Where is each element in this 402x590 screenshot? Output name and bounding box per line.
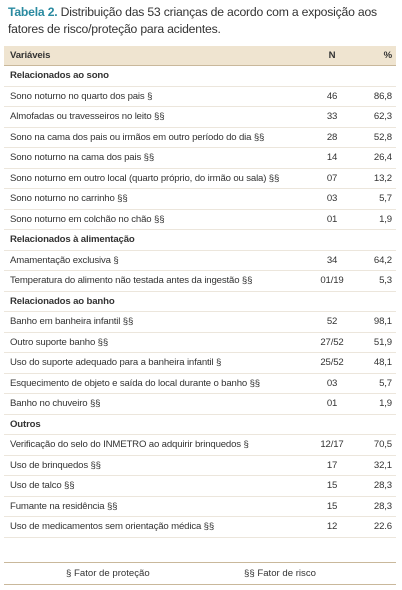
cell: 34 [326, 254, 338, 266]
cell: Esquecimento de objeto e saída do local … [10, 377, 260, 389]
cell: 98,1 [373, 316, 392, 327]
cell: 12 [326, 521, 338, 532]
cell: 5,7 [379, 377, 392, 389]
cell: Sono noturno em colchão no chão §§ [10, 213, 165, 225]
cell: 07 [326, 172, 338, 184]
cell: 48,1 [373, 357, 392, 368]
caption-text: Distribuição das 53 crianças de acordo c… [8, 5, 377, 36]
data-row: Sono noturno em outro local (quarto próp… [4, 169, 396, 189]
cell: 25/52 [320, 357, 344, 368]
cell: Uso do suporte adequado para a banheira … [10, 357, 222, 368]
data-row: Sono noturno no carrinho §§ 03 5,7 [4, 189, 396, 210]
footnote: §§ Fator de risco [244, 568, 316, 579]
header-cell: % [383, 50, 393, 61]
cell: Sono na cama dos pais ou irmãos em outro… [10, 131, 265, 143]
cell: 26,4 [373, 152, 392, 163]
cell: Sono noturno em outro local (quarto próp… [10, 172, 280, 184]
cell: 51,9 [373, 336, 392, 348]
cell: 01 [326, 213, 338, 225]
cell: Uso de brinquedos §§ [10, 459, 101, 471]
cell: 15 [326, 500, 338, 512]
cell: 03 [326, 193, 338, 204]
cell: 1,9 [379, 213, 392, 225]
data-row: Uso de medicamentos sem orientação médic… [4, 517, 396, 538]
cell: Temperatura do alimento não testada ante… [10, 275, 253, 286]
cell: 01/19 [320, 275, 344, 286]
data-row: Uso do suporte adequado para a banheira … [4, 353, 396, 374]
cell: 52,8 [373, 131, 392, 143]
data-row: Almofadas ou travesseiros no leito §§ 33 6… [4, 107, 396, 128]
cell: 01 [326, 398, 338, 409]
cell: 5,3 [379, 275, 392, 286]
caption-label: Tabela 2. [8, 5, 58, 19]
section-heading: Relacionados ao sono [10, 70, 109, 81]
cell: Amamentação exclusiva § [10, 254, 119, 266]
header-cell: N [328, 50, 336, 61]
cell: 13,2 [373, 172, 392, 184]
cell: 32,1 [373, 459, 392, 471]
section-heading: Outros [10, 418, 41, 430]
data-row: Sono na cama dos pais ou irmãos em outro… [4, 128, 396, 148]
cell: 22.6 [373, 521, 392, 532]
cell: Fumante na residência §§ [10, 500, 118, 512]
section-row: Outros [4, 415, 396, 435]
cell: 14 [326, 152, 338, 163]
footnote: § Fator de proteção [66, 568, 150, 579]
cell: Sono noturno no carrinho §§ [10, 193, 128, 204]
data-row: Banho em banheira infantil §§ 52 98,1 [4, 312, 396, 333]
cell: 1,9 [379, 398, 392, 409]
data-row: Fumante na residência §§ 15 28,3 [4, 497, 396, 517]
cell: 03 [326, 377, 338, 389]
data-row: Sono noturno no quarto dos pais § 46 86,8 [4, 87, 396, 107]
data-row: Outro suporte banho §§ 27/52 51,9 [4, 333, 396, 353]
header-row: Variáveis N % [4, 46, 396, 66]
section-row: Relacionados ao banho [4, 292, 396, 312]
cell: 70,5 [373, 439, 392, 450]
data-row: Uso de brinquedos §§ 17 32,1 [4, 456, 396, 476]
cell: 46 [326, 90, 338, 102]
cell: Outro suporte banho §§ [10, 336, 109, 348]
cell: 33 [326, 111, 338, 122]
cell: 28 [326, 131, 338, 143]
cell: Banho no chuveiro §§ [10, 398, 101, 409]
cell: Sono noturno na cama dos pais §§ [10, 152, 155, 163]
section-row: Relacionados à alimentação [4, 230, 396, 251]
section-heading: Relacionados à alimentação [10, 234, 135, 245]
cell: 12/17 [320, 439, 344, 450]
data-row: Verificação do selo do INMETRO ao adquir… [4, 435, 396, 456]
cell: 86,8 [373, 90, 392, 102]
cell: 17 [326, 459, 338, 471]
cell: Banho em banheira infantil §§ [10, 316, 134, 327]
section-row: Relacionados ao sono [4, 66, 396, 87]
data-row: Sono noturno na cama dos pais §§ 14 26,4 [4, 148, 396, 169]
cell: Verificação do selo do INMETRO ao adquir… [10, 439, 249, 450]
cell: Almofadas ou travesseiros no leito §§ [10, 111, 165, 122]
data-row: Banho no chuveiro §§ 01 1,9 [4, 394, 396, 415]
data-row: Temperatura do alimento não testada ante… [4, 271, 396, 292]
header-cell: Variáveis [10, 50, 51, 61]
cell: 52 [326, 316, 338, 327]
cell: Uso de talco §§ [10, 480, 75, 491]
cell: 5,7 [379, 193, 392, 204]
table-caption: Tabela 2. Distribuição das 53 crianças d… [8, 4, 388, 38]
data-row: Amamentação exclusiva § 34 64,2 [4, 251, 396, 271]
table: Variáveis N % Relacionados ao sono Sono n… [4, 46, 396, 538]
cell: 28,3 [373, 500, 392, 512]
data-row: Uso de talco §§ 15 28,3 [4, 476, 396, 497]
table-footer: § Fator de proteção §§ Fator de risco [4, 562, 396, 585]
cell: Sono noturno no quarto dos pais § [10, 90, 153, 102]
cell: Uso de medicamentos sem orientação médic… [10, 521, 215, 532]
cell: 64,2 [373, 254, 392, 266]
cell: 15 [326, 480, 338, 491]
cell: 62,3 [373, 111, 392, 122]
cell: 28,3 [373, 480, 392, 491]
section-heading: Relacionados ao banho [10, 295, 115, 307]
cell: 27/52 [320, 336, 344, 348]
data-row: Sono noturno em colchão no chão §§ 01 1,9 [4, 210, 396, 230]
data-row: Esquecimento de objeto e saída do local … [4, 374, 396, 394]
